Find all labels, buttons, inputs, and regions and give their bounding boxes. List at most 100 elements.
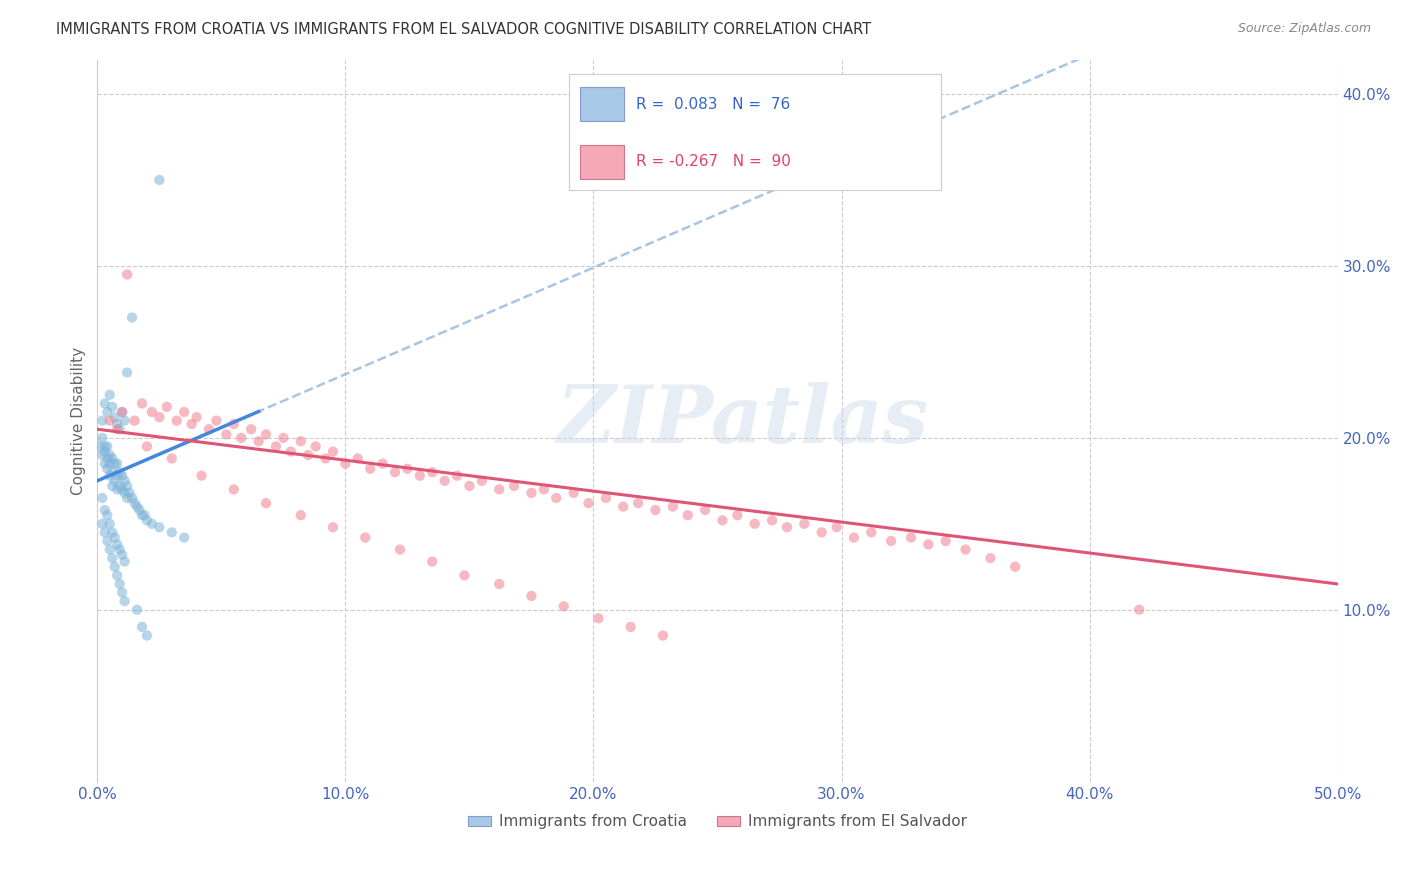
- Point: [979, 551, 1001, 566]
- Point: [488, 483, 510, 497]
- Point: [98, 542, 121, 557]
- Point: [384, 465, 406, 479]
- Point: [94, 439, 117, 453]
- Point: [91, 431, 114, 445]
- Point: [105, 483, 128, 497]
- Point: [546, 491, 568, 505]
- Point: [1128, 603, 1150, 617]
- Point: [128, 503, 150, 517]
- Point: [254, 496, 277, 510]
- Point: [290, 508, 312, 523]
- Point: [98, 388, 121, 402]
- Point: [114, 414, 136, 428]
- Point: [148, 520, 170, 534]
- Point: [104, 410, 127, 425]
- Point: [900, 531, 922, 545]
- Point: [108, 465, 131, 479]
- Point: [101, 479, 124, 493]
- Text: IMMIGRANTS FROM CROATIA VS IMMIGRANTS FROM EL SALVADOR COGNITIVE DISABILITY CORR: IMMIGRANTS FROM CROATIA VS IMMIGRANTS FR…: [56, 22, 872, 37]
- Point: [108, 479, 131, 493]
- Point: [264, 439, 287, 453]
- Point: [111, 468, 134, 483]
- Point: [104, 457, 127, 471]
- Point: [935, 533, 957, 548]
- Point: [105, 417, 128, 431]
- Point: [96, 405, 118, 419]
- Point: [98, 448, 121, 462]
- Point: [136, 439, 159, 453]
- Point: [409, 468, 432, 483]
- Point: [676, 508, 699, 523]
- Point: [725, 508, 748, 523]
- Point: [562, 486, 585, 500]
- Point: [96, 462, 118, 476]
- Point: [160, 451, 183, 466]
- Point: [111, 585, 134, 599]
- Point: [96, 439, 118, 453]
- Text: ZIPatlas: ZIPatlas: [557, 382, 928, 459]
- Point: [115, 268, 138, 282]
- Point: [104, 559, 127, 574]
- Point: [520, 486, 543, 500]
- Point: [104, 474, 127, 488]
- Point: [371, 457, 394, 471]
- Point: [111, 405, 134, 419]
- Point: [388, 542, 411, 557]
- Point: [131, 620, 153, 634]
- Point: [101, 465, 124, 479]
- Point: [231, 431, 253, 445]
- Point: [825, 520, 848, 534]
- Point: [744, 516, 766, 531]
- Point: [471, 474, 494, 488]
- Point: [114, 474, 136, 488]
- Legend: Immigrants from Croatia, Immigrants from El Salvador: Immigrants from Croatia, Immigrants from…: [463, 808, 973, 836]
- Point: [1004, 559, 1026, 574]
- Point: [553, 599, 575, 614]
- Point: [173, 531, 195, 545]
- Point: [91, 491, 114, 505]
- Point: [578, 496, 600, 510]
- Point: [322, 520, 344, 534]
- Point: [620, 620, 643, 634]
- Point: [94, 525, 117, 540]
- Point: [134, 508, 156, 523]
- Point: [273, 431, 295, 445]
- Point: [693, 503, 716, 517]
- Point: [446, 468, 468, 483]
- Point: [131, 396, 153, 410]
- Point: [98, 516, 121, 531]
- Point: [124, 414, 146, 428]
- Point: [651, 628, 673, 642]
- Point: [160, 525, 183, 540]
- Point: [761, 513, 783, 527]
- Point: [955, 542, 977, 557]
- Point: [453, 568, 475, 582]
- Point: [304, 439, 326, 453]
- Point: [121, 310, 143, 325]
- Point: [105, 422, 128, 436]
- Point: [89, 439, 111, 453]
- Point: [114, 555, 136, 569]
- Point: [627, 496, 650, 510]
- Point: [94, 457, 117, 471]
- Point: [115, 479, 138, 493]
- Point: [104, 531, 127, 545]
- Point: [842, 531, 865, 545]
- Point: [108, 542, 131, 557]
- Point: [115, 491, 138, 505]
- Point: [136, 628, 159, 642]
- Point: [125, 603, 148, 617]
- Point: [595, 491, 617, 505]
- Point: [105, 468, 128, 483]
- Point: [108, 422, 131, 436]
- Point: [396, 462, 419, 476]
- Point: [588, 611, 610, 625]
- Point: [101, 551, 124, 566]
- Point: [215, 427, 238, 442]
- Point: [94, 396, 117, 410]
- Point: [131, 508, 153, 523]
- Point: [280, 444, 302, 458]
- Point: [91, 516, 114, 531]
- Point: [91, 414, 114, 428]
- Point: [917, 537, 939, 551]
